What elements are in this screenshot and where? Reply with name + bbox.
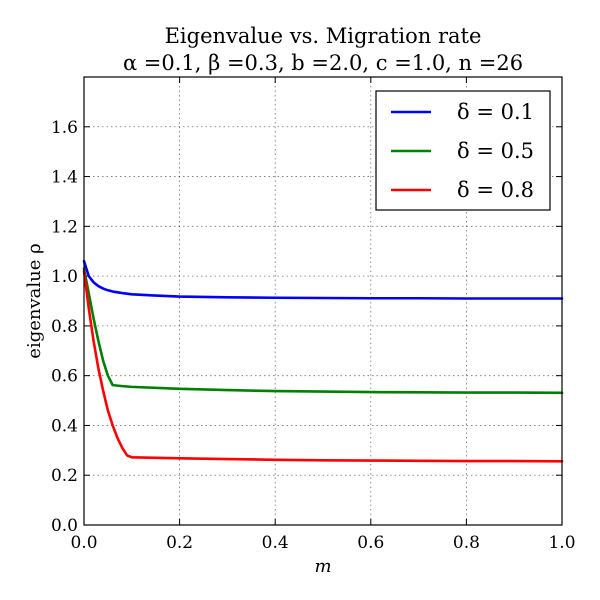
y-tick-label: 1.0	[51, 267, 78, 287]
chart-title: Eigenvalue vs. Migration rate	[165, 24, 482, 48]
legend-label-3: δ = 0.8	[457, 178, 534, 202]
y-axis-label: eigenvalue ρ	[24, 243, 45, 358]
legend-label-1: δ = 0.1	[457, 100, 534, 124]
y-tick-label: 0.0	[51, 516, 78, 536]
legend: δ = 0.1 δ = 0.5 δ = 0.8	[375, 90, 551, 211]
series-line-2	[82, 267, 564, 395]
grid-lines	[84, 77, 562, 525]
x-tick-label: 1.0	[548, 533, 575, 553]
x-tick-label: 0.8	[453, 533, 480, 553]
y-tick-label: 1.2	[51, 217, 78, 237]
series-line-3	[82, 269, 564, 463]
chart-subtitle: α =0.1, β =0.3, b =2.0, c =1.0, n =26	[123, 51, 523, 75]
x-axis-label: m	[314, 556, 331, 577]
plot-frame	[83, 76, 563, 526]
y-tick-label: 0.4	[51, 416, 78, 436]
series-line-1	[82, 259, 564, 300]
data-series	[82, 259, 564, 463]
x-tick-label: 0.0	[70, 533, 97, 553]
legend-label-2: δ = 0.5	[457, 139, 534, 163]
y-tick-label: 1.4	[51, 168, 78, 188]
y-tick-label: 0.2	[51, 466, 78, 486]
x-tick-label: 0.4	[262, 533, 289, 553]
x-tick-label: 0.2	[166, 533, 193, 553]
x-tick-label: 0.6	[357, 533, 384, 553]
y-tick-label: 1.6	[51, 118, 78, 138]
y-tick-label: 0.6	[51, 367, 78, 387]
y-tick-label: 0.8	[51, 317, 78, 337]
axis-ticks: 0.0 0.2 0.4 0.6 0.8 1.0 0.0 0.2 0.4 0.6 0.8 1.0 1.2 1…	[51, 77, 576, 553]
